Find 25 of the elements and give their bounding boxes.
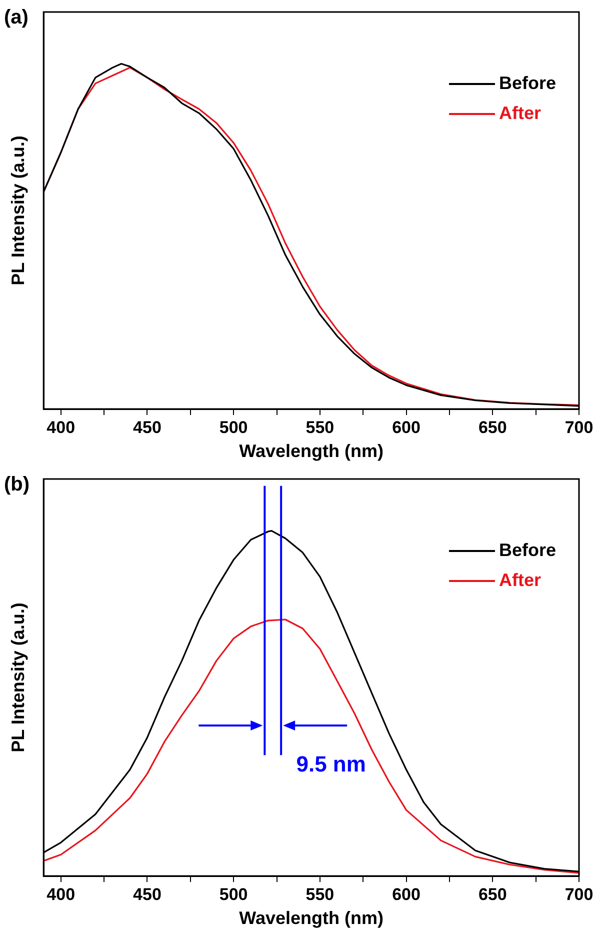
legend-label: After [499,102,542,123]
legend-label: Before [499,540,556,560]
x-tick-label: 400 [46,418,76,437]
chart-title: (a) [4,6,28,29]
y-axis-title: PL Intensity (a.u.) [8,136,28,286]
x-tick-label: 700 [564,884,594,904]
annotation: 9.5 nm [296,752,366,777]
y-axis-title: PL Intensity (a.u.) [8,602,28,752]
x-axis-title: Wavelength (nm) [239,441,384,462]
x-axis-title: Wavelength (nm) [239,908,384,928]
x-tick-label: 500 [219,418,248,437]
legend-label: After [499,570,542,590]
legend-label: Before [499,72,556,93]
chart-title: (b) [4,474,30,496]
x-tick-label: 700 [564,418,594,437]
x-tick-label: 500 [219,884,248,904]
x-tick-label: 600 [392,884,420,904]
x-tick-label: 400 [46,884,76,904]
x-tick-label: 550 [306,884,334,904]
x-tick-label: 450 [133,884,162,904]
x-tick-label: 650 [478,418,507,437]
x-tick-label: 550 [306,418,334,437]
x-tick-label: 450 [133,418,162,437]
x-tick-label: 600 [392,418,420,437]
x-tick-label: 650 [478,884,507,904]
